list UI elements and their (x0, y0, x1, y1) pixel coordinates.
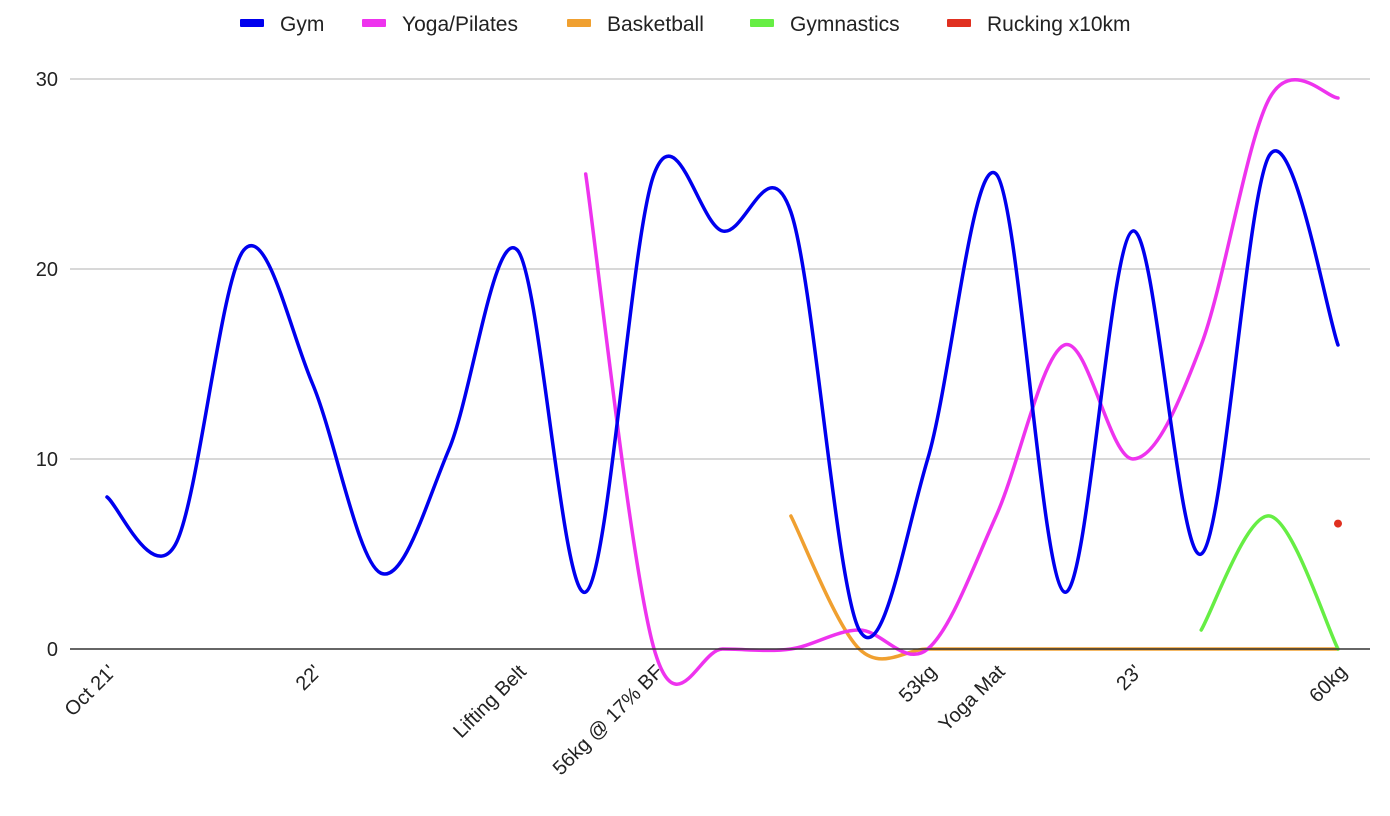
x-tick-label: 60kg (1305, 661, 1351, 707)
x-tick-label: 56kg @ 17% BF (549, 661, 668, 780)
legend-swatch-yoga-pilates (362, 19, 386, 27)
x-tick-label: 23' (1112, 661, 1146, 695)
yoga-pilates-series-line (583, 78, 1340, 686)
legend-swatch-basketball (567, 19, 591, 27)
y-tick-label: 30 (36, 69, 58, 91)
y-tick-label: 10 (36, 449, 58, 471)
grid-lines (70, 78, 1370, 460)
x-tick-label: 22' (292, 661, 326, 695)
gymnastics-series-line (1199, 514, 1340, 651)
x-tick-label: 53kg (895, 661, 941, 707)
legend-label-gym: Gym (280, 13, 324, 36)
legend-swatch-gymnastics (750, 19, 774, 27)
x-tick-label: Yoga Mat (935, 661, 1010, 736)
y-tick-label: 0 (47, 639, 58, 661)
legend-label-yoga-pilates: Yoga/Pilates (402, 13, 518, 36)
legend-label-rucking-x10km: Rucking x10km (987, 13, 1131, 36)
x-axis-ticks: Oct 21' 22' Lifting Belt 56kg @ 17% BF 53kgY… (61, 661, 1352, 780)
gym-series-line (105, 149, 1340, 640)
rucking-x10km-point (1334, 519, 1342, 528)
legend-swatch-gym (240, 19, 264, 27)
y-axis-ticks: 0 10 20 30 (36, 69, 58, 661)
series-lines (105, 78, 1342, 686)
chart-legend: Gym Yoga/Pilates Basketball Gymnastics Rucki… (240, 13, 1131, 36)
legend-label-gymnastics: Gymnastics (790, 13, 900, 36)
legend-swatch-rucking-x10km (947, 19, 971, 27)
y-tick-label: 20 (36, 259, 58, 281)
x-tick-label: Lifting Belt (449, 661, 531, 743)
x-tick-label: Oct 21' (61, 661, 121, 721)
legend-label-basketball: Basketball (607, 13, 704, 36)
